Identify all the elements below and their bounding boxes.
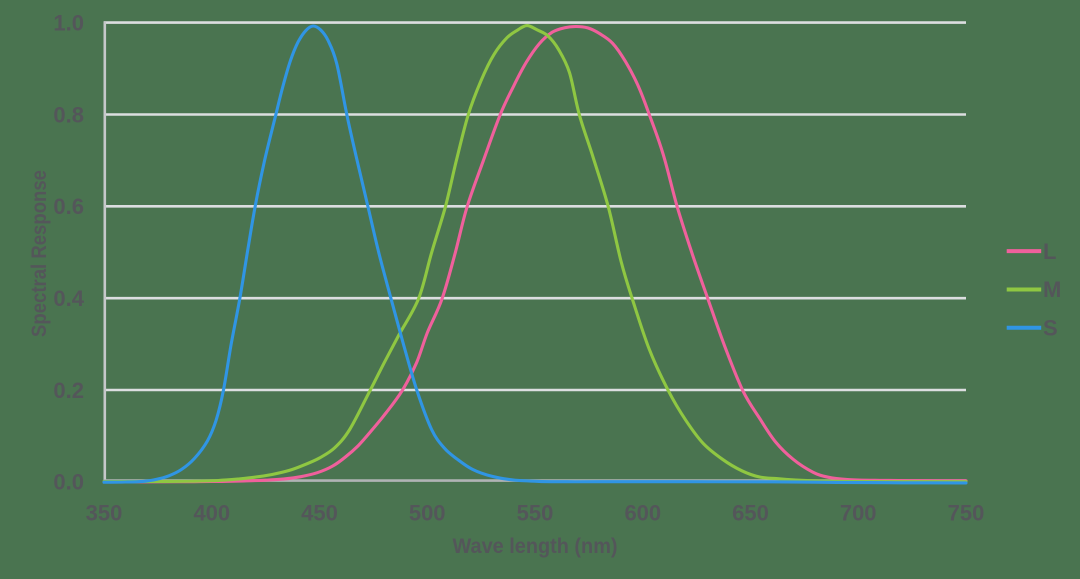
svg-text:400: 400 [193,500,230,525]
svg-text:550: 550 [517,500,554,525]
svg-text:0.8: 0.8 [53,102,84,127]
svg-text:Wave length (nm): Wave length (nm) [453,534,618,558]
svg-text:700: 700 [840,500,877,525]
svg-text:0.2: 0.2 [53,378,84,403]
svg-text:600: 600 [624,500,661,525]
svg-text:1.0: 1.0 [53,10,84,35]
svg-text:650: 650 [732,500,769,525]
svg-text:750: 750 [948,500,985,525]
svg-text:0.4: 0.4 [53,286,84,311]
svg-text:500: 500 [409,500,446,525]
svg-text:0.6: 0.6 [53,194,84,219]
svg-text:M: M [1043,277,1061,302]
svg-text:350: 350 [86,500,123,525]
svg-text:0.0: 0.0 [53,470,84,495]
svg-text:L: L [1043,239,1056,264]
svg-text:S: S [1043,316,1058,341]
svg-text:450: 450 [301,500,338,525]
svg-text:Spectral Response: Spectral Response [27,170,51,337]
